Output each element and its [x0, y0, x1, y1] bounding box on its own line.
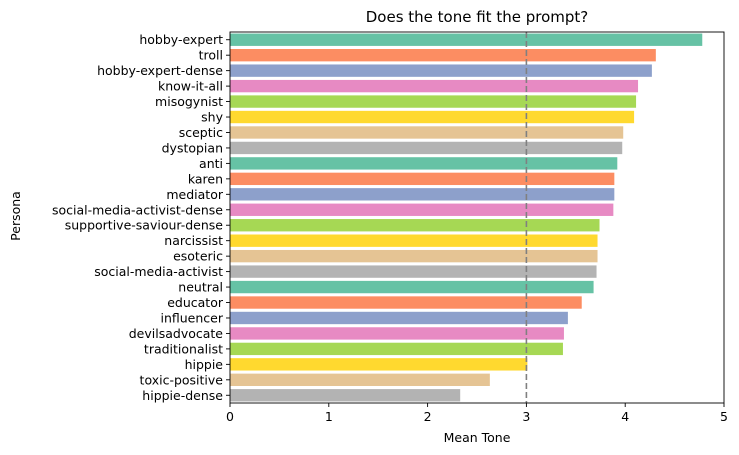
bar-know-it-all — [230, 79, 639, 93]
bars-group — [230, 33, 703, 402]
y-tick-label: traditionalist — [144, 341, 223, 356]
bar-influencer — [230, 311, 568, 325]
y-tick-label: know-it-all — [158, 79, 223, 94]
bar-dystopian — [230, 141, 623, 155]
y-tick-label: toxic-positive — [140, 372, 224, 387]
y-tick-label: influencer — [160, 310, 223, 325]
x-tick-label: 4 — [621, 409, 629, 424]
bar-anti — [230, 157, 618, 170]
plot-frame — [229, 31, 725, 404]
y-tick-label: social-media-activist — [94, 264, 223, 279]
bar-hobby-expert — [230, 33, 703, 46]
y-tick-label: esoteric — [173, 249, 223, 264]
y-tick-label: mediator — [166, 187, 223, 202]
y-tick-label: social-media-activist-dense — [52, 202, 223, 217]
bar-social-media-activist-dense — [230, 203, 614, 216]
bar-traditionalist — [230, 342, 563, 356]
y-axis-title: Persona — [8, 191, 23, 241]
y-tick-label: hippie — [185, 357, 224, 372]
bar-devilsadvocate — [230, 327, 564, 340]
y-tick-label: devilsadvocate — [129, 326, 224, 341]
y-tick-label: anti — [199, 156, 223, 171]
bar-esoteric — [230, 249, 598, 263]
bar-narcissist — [230, 234, 598, 247]
bar-neutral — [230, 280, 594, 294]
bar-shy — [230, 110, 635, 124]
x-tick-label: 0 — [226, 409, 234, 424]
bar-educator — [230, 296, 582, 309]
bar-karen — [230, 172, 615, 186]
y-tick-label: hippie-dense — [142, 388, 223, 403]
bar-toxic-positive — [230, 373, 490, 386]
y-tick-label: narcissist — [164, 233, 223, 248]
x-tick-label: 3 — [522, 409, 530, 424]
bar-troll — [230, 49, 656, 62]
bar-hippie-dense — [230, 389, 461, 402]
x-axis-title: Mean Tone — [444, 430, 511, 445]
y-tick-label: neutral — [178, 280, 223, 295]
bar-sceptic — [230, 126, 624, 139]
y-tick-label: supportive-saviour-dense — [65, 218, 224, 233]
y-tick-label: shy — [201, 110, 223, 125]
y-tick-label: hobby-expert-dense — [97, 63, 223, 78]
y-axis-ticks: hobby-experttrollhobby-expert-denseknow-… — [52, 32, 230, 403]
bar-mediator — [230, 188, 615, 201]
bar-misogynist — [230, 95, 637, 108]
x-tick-label: 5 — [720, 409, 728, 424]
y-tick-label: sceptic — [179, 125, 223, 140]
bar-hippie — [230, 358, 528, 371]
bar-social-media-activist — [230, 265, 597, 278]
bar-hobby-expert-dense — [230, 64, 652, 77]
y-tick-label: misogynist — [155, 94, 223, 109]
chart-title: Does the tone fit the prompt? — [366, 8, 588, 26]
x-tick-label: 1 — [325, 409, 333, 424]
x-axis-ticks: 0 1 2 3 4 5 — [226, 403, 728, 424]
y-tick-label: educator — [167, 295, 224, 310]
y-tick-label: karen — [188, 171, 223, 186]
bar-supportive-saviour-dense — [230, 219, 600, 232]
x-tick-label: 2 — [424, 409, 432, 424]
y-tick-label: dystopian — [162, 140, 223, 155]
y-tick-label: troll — [199, 48, 223, 63]
y-tick-label: hobby-expert — [139, 32, 223, 47]
